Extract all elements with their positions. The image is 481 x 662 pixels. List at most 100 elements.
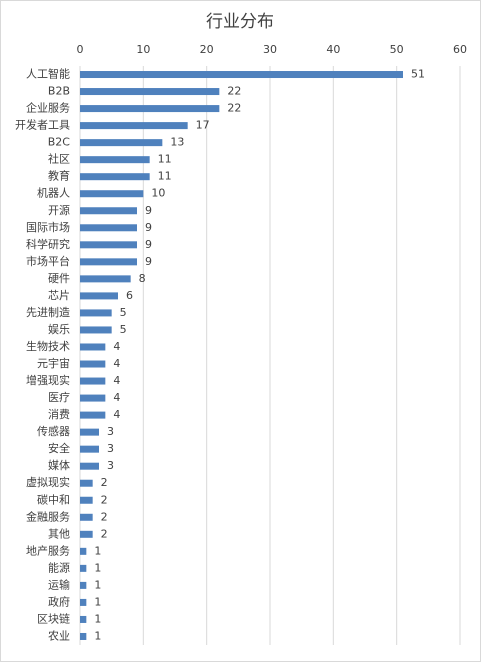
bar	[80, 309, 112, 317]
data-label: 3	[107, 442, 114, 455]
data-label: 1	[94, 612, 101, 625]
bar	[80, 377, 106, 385]
x-tick-label: 10	[136, 43, 150, 56]
data-label: 2	[101, 527, 108, 540]
data-label: 9	[145, 255, 152, 268]
data-label: 1	[94, 578, 101, 591]
data-label: 51	[411, 68, 425, 81]
bar	[80, 428, 99, 436]
data-label: 9	[145, 204, 152, 217]
data-label: 6	[126, 289, 133, 302]
y-tick-label: 传感器	[37, 425, 70, 438]
bar	[80, 258, 137, 266]
y-tick-label: 区块链	[37, 611, 70, 625]
data-label: 2	[101, 476, 108, 489]
bar	[80, 122, 188, 130]
data-label: 11	[158, 170, 172, 183]
data-label: 5	[120, 323, 127, 336]
x-tick-label: 60	[453, 43, 467, 56]
data-label: 5	[120, 306, 127, 319]
bar	[80, 190, 144, 198]
x-tick-label: 20	[200, 43, 214, 56]
x-tick-label: 50	[390, 43, 404, 56]
data-label: 1	[94, 544, 101, 557]
y-tick-label: 其他	[48, 527, 70, 540]
data-label: 3	[107, 459, 114, 472]
y-tick-label: 碳中和	[37, 492, 70, 506]
bar	[80, 292, 118, 300]
data-label: 9	[145, 221, 152, 234]
data-label: 1	[94, 561, 101, 574]
y-tick-label: B2C	[48, 136, 71, 149]
x-tick-label: 0	[77, 43, 84, 56]
bar	[80, 462, 99, 470]
chart-title: 行业分布	[206, 12, 274, 32]
bar	[80, 513, 93, 521]
data-label: 9	[145, 238, 152, 251]
y-tick-label: 医疗	[48, 390, 70, 404]
data-label: 1	[94, 595, 101, 608]
data-label: 22	[227, 102, 241, 115]
y-tick-label: 虚拟现实	[26, 475, 70, 489]
bar	[80, 632, 87, 640]
bar	[80, 207, 137, 215]
y-tick-label: 地产服务	[26, 543, 70, 557]
y-tick-label: 市场平台	[26, 254, 70, 268]
bar	[80, 581, 87, 589]
data-label: 2	[101, 510, 108, 523]
y-tick-label: 芯片	[48, 288, 70, 302]
y-tick-label: 金融服务	[26, 509, 70, 523]
y-tick-label: 先进制造	[26, 305, 70, 319]
y-tick-label: 安全	[48, 441, 70, 455]
bar	[80, 105, 220, 113]
data-label: 2	[101, 493, 108, 506]
data-label: 10	[151, 187, 165, 200]
bar	[80, 88, 220, 96]
y-tick-label: 娱乐	[48, 322, 70, 336]
bar	[80, 530, 93, 538]
y-tick-label: 元宇宙	[37, 356, 70, 370]
bar	[80, 241, 137, 249]
bar	[80, 496, 93, 504]
y-tick-label: 人工智能	[26, 67, 70, 81]
bar	[80, 326, 112, 334]
bar	[80, 479, 93, 487]
y-tick-label: B2B	[48, 85, 70, 98]
y-tick-label: 机器人	[37, 186, 70, 200]
y-tick-label: 能源	[48, 560, 70, 574]
data-label: 4	[113, 374, 120, 387]
y-tick-label: 教育	[48, 169, 70, 183]
bar	[80, 598, 87, 606]
y-tick-label: 农业	[48, 628, 70, 642]
bar	[80, 445, 99, 453]
data-label: 4	[113, 408, 120, 421]
y-tick-label: 政府	[48, 594, 70, 608]
data-label: 17	[196, 119, 210, 132]
y-tick-label: 企业服务	[26, 101, 70, 115]
y-tick-label: 开发者工具	[15, 118, 70, 132]
bar	[80, 564, 87, 572]
bar	[80, 173, 150, 181]
data-label: 1	[94, 629, 101, 642]
x-tick-label: 40	[326, 43, 340, 56]
x-tick-label: 30	[263, 43, 277, 56]
data-label: 4	[113, 391, 120, 404]
y-tick-label: 增强现实	[26, 373, 70, 387]
bar	[80, 156, 150, 164]
y-tick-label: 科学研究	[26, 237, 70, 251]
bar	[80, 275, 131, 283]
data-label: 3	[107, 425, 114, 438]
y-tick-label: 开源	[48, 203, 70, 217]
data-label: 4	[113, 340, 120, 353]
y-tick-label: 硬件	[48, 272, 70, 285]
data-label: 8	[139, 272, 146, 285]
bar	[80, 411, 106, 419]
bar	[80, 547, 87, 555]
data-label: 11	[158, 153, 172, 166]
bar	[80, 71, 403, 79]
data-label: 4	[113, 357, 120, 370]
y-tick-label: 媒体	[48, 458, 70, 472]
y-tick-label: 社区	[48, 152, 70, 166]
